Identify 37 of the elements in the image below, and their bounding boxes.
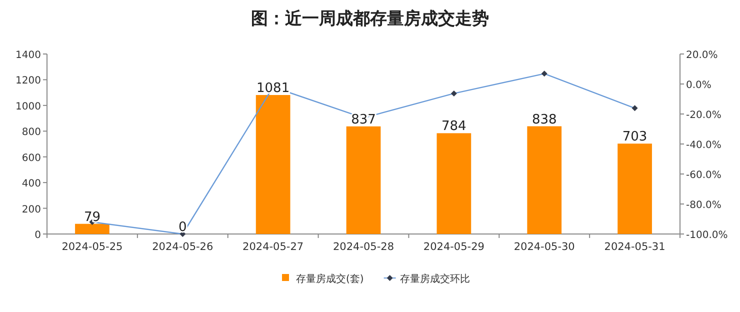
bar <box>527 126 562 234</box>
y-tick-label: 0 <box>34 230 41 241</box>
y2-tick-label: -40.0% <box>686 140 722 151</box>
x-tick-label: 2024-05-25 <box>62 241 123 253</box>
bar <box>436 133 472 234</box>
y2-tick-label: -60.0% <box>686 170 722 181</box>
legend-label: 存量房成交环比 <box>400 273 470 285</box>
y-tick-label: 1400 <box>16 50 41 61</box>
y2-tick-label: 0.0% <box>686 80 712 91</box>
bar <box>618 144 652 234</box>
y-tick-label: 800 <box>22 127 41 138</box>
bar <box>75 224 110 234</box>
x-tick-label: 2024-05-28 <box>332 241 394 253</box>
x-tick-label: 2024-05-27 <box>242 241 304 253</box>
x-tick-label: 2024-05-30 <box>514 241 575 253</box>
x-tick-label: 2024-05-29 <box>423 241 484 253</box>
y2-tick-label: 20.0% <box>686 50 718 61</box>
y2-tick-label: -80.0% <box>686 200 722 211</box>
y-tick-label: 400 <box>22 178 41 190</box>
y-tick-label: 200 <box>22 204 41 216</box>
data-label: 79 <box>84 210 100 225</box>
data-label: 838 <box>532 112 557 128</box>
data-label: 703 <box>622 130 648 145</box>
bar <box>346 126 381 234</box>
legend-label: 存量房成交(套) <box>296 273 364 285</box>
data-label: 837 <box>351 112 376 128</box>
data-label: 0 <box>178 220 187 235</box>
y2-tick-label: -100.0% <box>686 230 728 241</box>
y2-tick-label: -20.0% <box>686 110 722 121</box>
x-tick-label: 2024-05-31 <box>604 241 666 253</box>
y-tick-label: 1200 <box>16 76 41 87</box>
y-tick-label: 1000 <box>16 101 41 112</box>
data-label: 784 <box>442 119 466 134</box>
x-tick-label: 2024-05-26 <box>152 241 214 253</box>
bar <box>256 95 290 234</box>
y-tick-label: 600 <box>22 152 41 164</box>
chart-title: 图：近一周成都存量房成交走势 <box>251 9 489 29</box>
